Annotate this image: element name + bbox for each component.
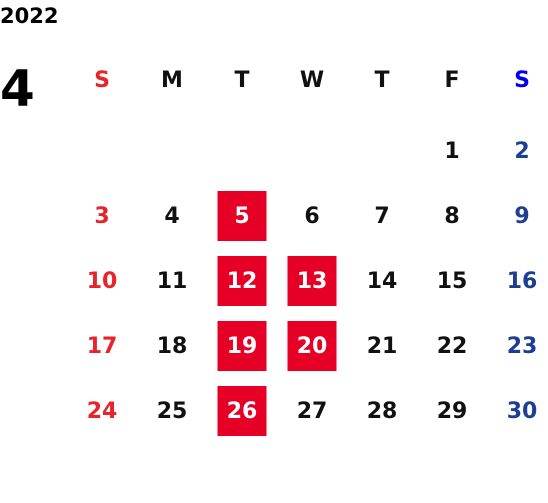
day-number: 27 [297,399,328,424]
day-number: 12 [227,269,258,294]
highlight-box [287,321,337,371]
highlight-box [217,256,267,306]
day-number: 11 [157,269,188,294]
day-number: 10 [87,269,118,294]
highlight-box [217,191,267,241]
weekday-label: S [94,68,110,93]
day-number: 8 [444,204,459,229]
day-number: 29 [437,399,468,424]
day-number: 18 [157,334,188,359]
weekday-label: T [234,68,249,93]
day-number: 4 [164,204,179,229]
day-number: 28 [367,399,398,424]
weekday-label: W [300,68,324,93]
month: 4 [0,60,35,118]
day-number: 20 [297,334,328,359]
day-number: 25 [157,399,188,424]
day-number: 17 [87,334,118,359]
day-number: 13 [297,269,328,294]
day-number: 6 [304,204,319,229]
day-number: 9 [514,204,529,229]
weekday-label: T [374,68,389,93]
day-number: 24 [87,399,118,424]
day-number: 26 [227,399,258,424]
weekday-label: F [444,68,459,93]
day-number: 16 [507,269,538,294]
highlight-box [287,256,337,306]
day-number: 22 [437,334,468,359]
day-number: 2 [514,139,529,164]
weekday-label: S [514,68,530,93]
day-number: 3 [94,204,109,229]
day-number: 21 [367,334,398,359]
day-number: 1 [444,139,459,164]
day-number: 15 [437,269,468,294]
day-number: 5 [234,204,249,229]
highlight-box [217,321,267,371]
highlight-box [217,386,267,436]
day-number: 14 [367,269,398,294]
weekday-label: M [161,68,183,93]
day-number: 30 [507,399,538,424]
day-number: 7 [374,204,389,229]
day-number: 19 [227,334,258,359]
day-number: 23 [507,334,538,359]
year: 2022 [0,4,58,28]
